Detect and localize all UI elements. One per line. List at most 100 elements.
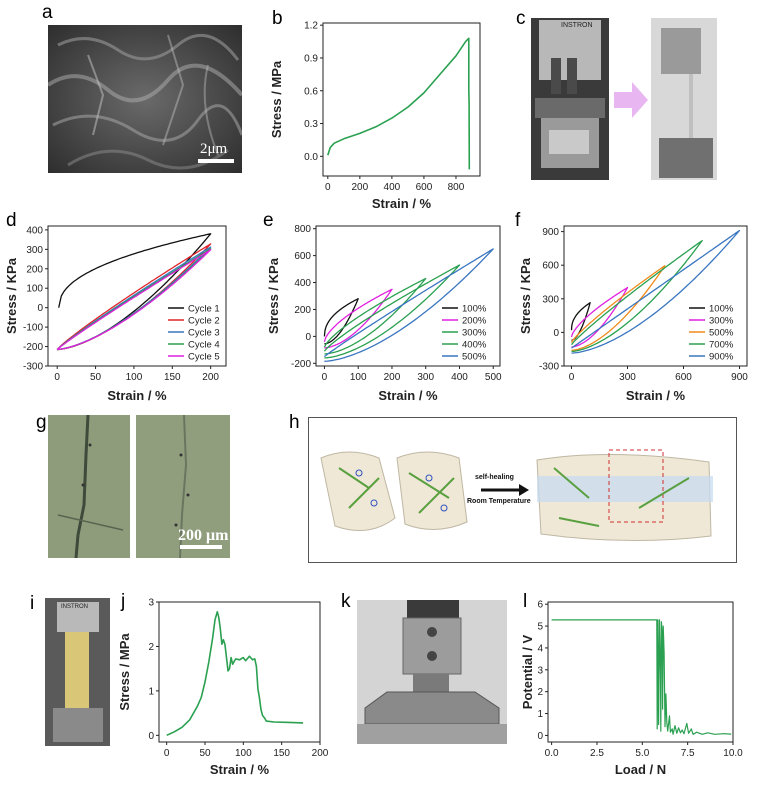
chart-b: 0 200 400 600 800 0.0 0.3 0.6 0.9 1.2 Strain / % St…	[265, 18, 510, 216]
y-tick-label: 300	[26, 245, 43, 256]
chart-f-svg: 0 300 600 900 -300 0 300 600 900 Strain / % Stress…	[518, 225, 748, 403]
tensile-photo-after	[651, 18, 717, 180]
plot-frame	[158, 601, 321, 743]
x-tick-label: 200	[312, 748, 329, 759]
series-line	[551, 619, 732, 735]
series-line-500-	[570, 265, 666, 351]
x-tick-label: 0	[54, 372, 60, 383]
legend-label: 300%	[462, 328, 487, 339]
x-tick-label: 500	[485, 372, 502, 383]
y-tick-label: 0.0	[304, 152, 318, 163]
x-axis-label: Strain / %	[372, 196, 432, 211]
chart-f: 0 300 600 900 -300 0 300 600 900 Strain / % Stress…	[514, 218, 759, 408]
x-tick-label: 7.5	[681, 748, 695, 759]
panel-label-e: e	[263, 210, 274, 231]
x-tick-label: 600	[675, 372, 692, 383]
y-tick-label: 0.9	[304, 53, 318, 64]
series-line-100-	[323, 298, 359, 345]
arrow-label-room-temperature: Room Temperature	[467, 498, 531, 505]
y-tick-label: -100	[23, 323, 43, 334]
plot-frame	[315, 225, 501, 367]
instron-label-i: INSTRON	[61, 604, 88, 610]
x-tick-label: 150	[273, 748, 290, 759]
plot-frame	[563, 225, 748, 367]
x-tick-label: 300	[619, 372, 636, 383]
chart-j: 0 50 100 150 200 0 1 2 3 Strain / % Stress / MPa	[115, 596, 340, 782]
y-tick-label: 0	[537, 731, 543, 742]
sem-image: 2μm	[48, 25, 242, 173]
y-tick-label: 600	[294, 251, 311, 262]
y-tick-label: 200	[294, 305, 311, 316]
legend-label: 700%	[709, 340, 734, 351]
y-tick-label: 3	[537, 665, 543, 676]
legend-label: 100%	[462, 304, 487, 315]
legend-label: Cycle 5	[188, 352, 220, 363]
y-tick-label: 3	[148, 598, 154, 609]
x-tick-label: 600	[416, 182, 433, 193]
arrow-label-self-healing: self-healing	[475, 474, 514, 481]
legend-label: 900%	[709, 352, 734, 363]
x-axis-label: Strain / %	[626, 388, 686, 403]
series-line-500-	[324, 248, 494, 362]
y-tick-label: 4	[537, 643, 543, 654]
y-tick-label: 6	[537, 600, 543, 611]
chart-l-svg: 0.0 2.5 5.0 7.5 10.0 0 1 2 3 4 5 6 Load / N Potential…	[520, 600, 743, 777]
x-tick-label: 100	[235, 748, 252, 759]
y-tick-label: 1	[148, 686, 154, 697]
x-tick-label: 2.5	[590, 748, 604, 759]
panel-label-k: k	[341, 591, 351, 612]
scratch-photo-before	[48, 415, 130, 558]
legend-label: Cycle 1	[188, 304, 220, 315]
series-line-400-	[323, 264, 461, 359]
legend-label: 500%	[462, 352, 487, 363]
y-axis-label: Stress / KPa	[4, 257, 19, 334]
chart-d: 0 50 100 150 200 -300 -200 -100 0 100 200 300 400 Str…	[0, 218, 252, 408]
scratch-photo-after: 200 μm	[136, 415, 230, 558]
legend-label: 200%	[462, 316, 487, 327]
instron-label-c: INSTRON	[561, 22, 593, 29]
y-tick-label: 100	[26, 284, 43, 295]
y-tick-label: 5	[537, 622, 543, 633]
y-tick-label: 0.6	[304, 86, 318, 97]
x-tick-label: 100	[126, 372, 143, 383]
y-tick-label: 0	[553, 328, 559, 339]
series-line-cycle-5	[56, 249, 212, 351]
x-tick-label: 200	[352, 182, 369, 193]
x-tick-label: 200	[384, 372, 401, 383]
sem-texture	[48, 25, 242, 173]
scalebar-label-a: 2μm	[200, 141, 228, 157]
y-tick-label: 400	[26, 225, 43, 236]
x-tick-label: 10.0	[723, 748, 743, 759]
series-line-200-	[323, 288, 393, 349]
y-tick-label: 600	[542, 261, 559, 272]
chart-d-svg: 0 50 100 150 200 -300 -200 -100 0 100 200 300 400 Str…	[4, 225, 227, 403]
y-tick-label: 0.3	[304, 119, 318, 130]
chart-e: 0 100 200 300 400 500 -200 0 200 400 600 800 Strain …	[262, 218, 514, 408]
x-tick-label: 0.0	[545, 748, 559, 759]
y-axis-label: Stress / MPa	[117, 633, 132, 711]
series-line-900-	[571, 229, 741, 354]
x-tick-label: 0	[569, 372, 575, 383]
x-axis-label: Strain / %	[378, 388, 438, 403]
panel-label-j: j	[121, 591, 126, 612]
panel-label-d: d	[6, 210, 17, 231]
y-tick-label: -200	[291, 359, 311, 370]
x-tick-label: 50	[90, 372, 102, 383]
self-healing-diagram: self-healing Room Temperature	[308, 417, 737, 563]
panel-label-l: l	[523, 591, 528, 612]
y-tick-label: 800	[294, 224, 311, 235]
x-axis-label: Load / N	[615, 762, 666, 777]
y-tick-label: 400	[294, 278, 311, 289]
x-tick-label: 100	[350, 372, 367, 383]
panel-label-c: c	[516, 8, 526, 29]
y-tick-label: 2	[537, 687, 543, 698]
plot-frame	[47, 225, 227, 367]
y-tick-label: 2	[148, 642, 154, 653]
legend-label: 400%	[462, 340, 487, 351]
x-tick-label: 150	[164, 372, 181, 383]
panel-label-g: g	[36, 412, 47, 433]
y-tick-label: 0	[37, 303, 43, 314]
legend-label: 300%	[709, 316, 734, 327]
y-tick-label: 1	[537, 709, 543, 720]
x-tick-label: 800	[448, 182, 465, 193]
